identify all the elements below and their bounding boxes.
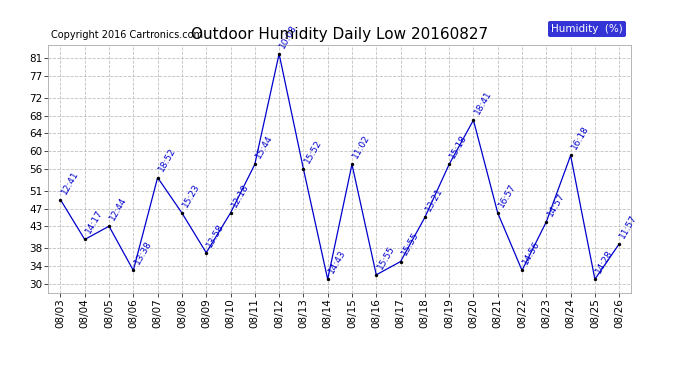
Text: 15:52: 15:52 xyxy=(302,138,323,165)
Point xyxy=(613,241,624,247)
Point xyxy=(128,267,139,273)
Point xyxy=(201,250,212,256)
Text: 15:44: 15:44 xyxy=(254,134,275,160)
Point xyxy=(371,272,382,278)
Text: 18:52: 18:52 xyxy=(157,147,177,173)
Text: 13:21: 13:21 xyxy=(424,186,444,213)
Text: 14:28: 14:28 xyxy=(594,248,615,275)
Text: 11:02: 11:02 xyxy=(351,134,372,160)
Point xyxy=(104,223,115,229)
Point xyxy=(55,197,66,203)
Text: 15:55: 15:55 xyxy=(375,244,396,271)
Point xyxy=(541,219,552,225)
Text: 15:23: 15:23 xyxy=(181,182,201,209)
Legend: Humidity  (%): Humidity (%) xyxy=(548,21,626,37)
Text: 14:56: 14:56 xyxy=(521,239,542,266)
Point xyxy=(322,276,333,282)
Point xyxy=(298,166,309,172)
Text: 12:44: 12:44 xyxy=(108,195,129,222)
Point xyxy=(589,276,600,282)
Point xyxy=(468,117,479,123)
Point xyxy=(492,210,503,216)
Point xyxy=(225,210,236,216)
Text: 18:41: 18:41 xyxy=(473,89,493,116)
Text: 15:18: 15:18 xyxy=(448,133,469,160)
Point xyxy=(517,267,528,273)
Point xyxy=(273,51,284,57)
Point xyxy=(420,214,431,220)
Point xyxy=(249,161,260,167)
Text: Copyright 2016 Cartronics.com: Copyright 2016 Cartronics.com xyxy=(51,30,204,40)
Text: 15:55: 15:55 xyxy=(400,231,420,257)
Point xyxy=(346,161,357,167)
Text: 16:18: 16:18 xyxy=(570,124,591,152)
Text: 10:08: 10:08 xyxy=(278,23,299,50)
Point xyxy=(152,175,163,181)
Text: 14:43: 14:43 xyxy=(327,248,348,275)
Point xyxy=(565,153,576,159)
Text: 14:17: 14:17 xyxy=(84,209,105,235)
Text: 16:57: 16:57 xyxy=(497,182,518,209)
Point xyxy=(444,161,455,167)
Text: 14:57: 14:57 xyxy=(546,191,566,217)
Point xyxy=(79,237,90,243)
Text: 12:41: 12:41 xyxy=(59,169,80,195)
Text: 11:57: 11:57 xyxy=(618,213,639,240)
Point xyxy=(177,210,188,216)
Title: Outdoor Humidity Daily Low 20160827: Outdoor Humidity Daily Low 20160827 xyxy=(191,27,489,42)
Point xyxy=(395,259,406,265)
Text: 12:18: 12:18 xyxy=(230,182,250,209)
Text: 13:38: 13:38 xyxy=(132,239,153,266)
Text: 13:58: 13:58 xyxy=(206,222,226,249)
